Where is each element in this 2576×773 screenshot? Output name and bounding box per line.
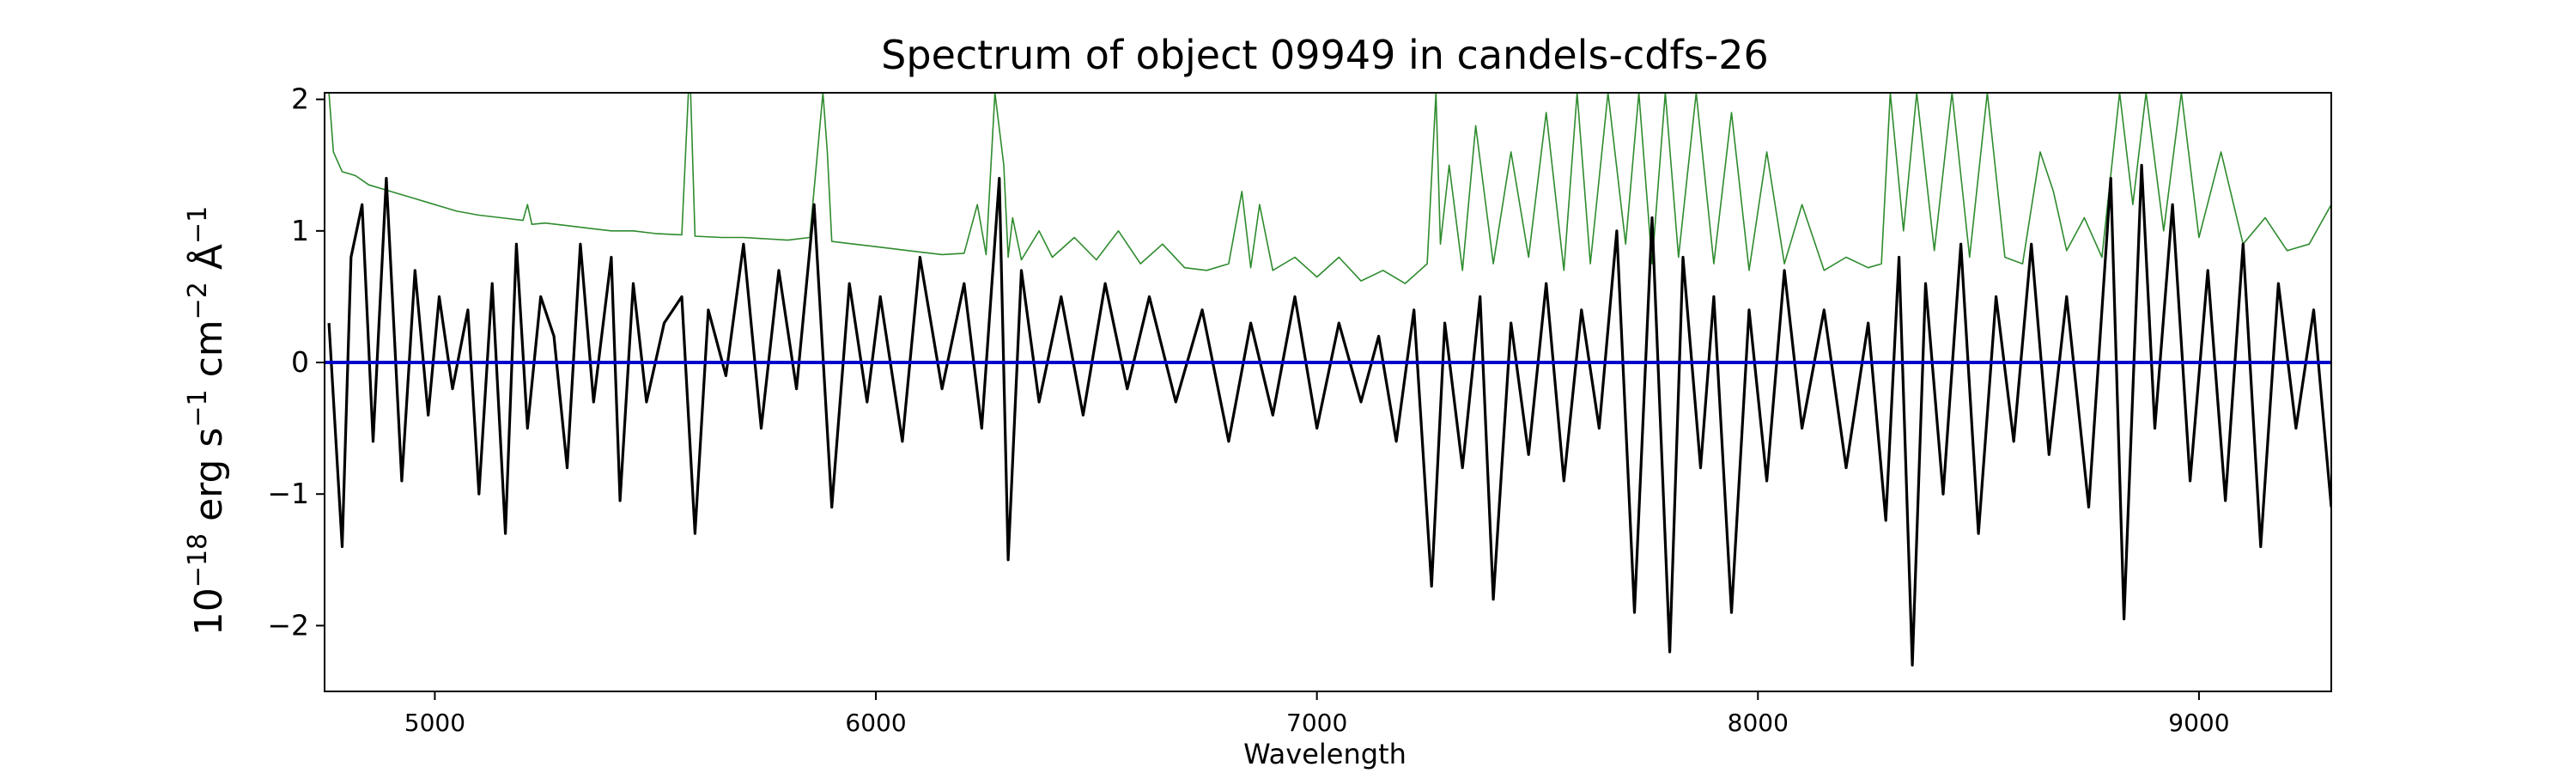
y-axis-label: 10−18 erg s−1 cm−2 Å−1 [183, 206, 231, 636]
chart-title: Spectrum of object 09949 in candels-cdfs… [881, 32, 1769, 78]
y-label-part: erg s [187, 428, 231, 533]
flux-series-line [327, 163, 2331, 667]
y-axis: −2 −1 0 1 2 [267, 82, 325, 642]
y-label-part: Å [185, 244, 231, 282]
y-label-part: cm [187, 320, 231, 389]
y-tick-label: −1 [267, 477, 309, 510]
y-label-exponent: −2 [183, 282, 213, 320]
x-axis-label: Wavelength [1243, 738, 1406, 770]
x-tick-label: 5000 [404, 709, 465, 737]
x-tick-label: 8000 [1728, 709, 1789, 737]
y-tick-label: −2 [267, 608, 309, 642]
y-tick-label: 1 [291, 214, 309, 247]
y-label-exponent: −1 [183, 206, 213, 244]
y-tick-label: 0 [291, 345, 309, 379]
y-tick-label: 2 [291, 82, 309, 116]
plot-frame [324, 92, 2332, 692]
error-series-line [325, 93, 2331, 284]
y-label-part: 10 [187, 587, 231, 636]
y-label-exponent: −18 [183, 533, 213, 587]
plot-area [325, 93, 2331, 667]
x-axis: 5000 6000 7000 8000 9000 [404, 691, 2230, 737]
y-label-exponent: −1 [183, 389, 213, 427]
x-tick-label: 6000 [845, 709, 906, 737]
x-tick-label: 9000 [2168, 709, 2229, 737]
x-tick-label: 7000 [1286, 709, 1347, 737]
